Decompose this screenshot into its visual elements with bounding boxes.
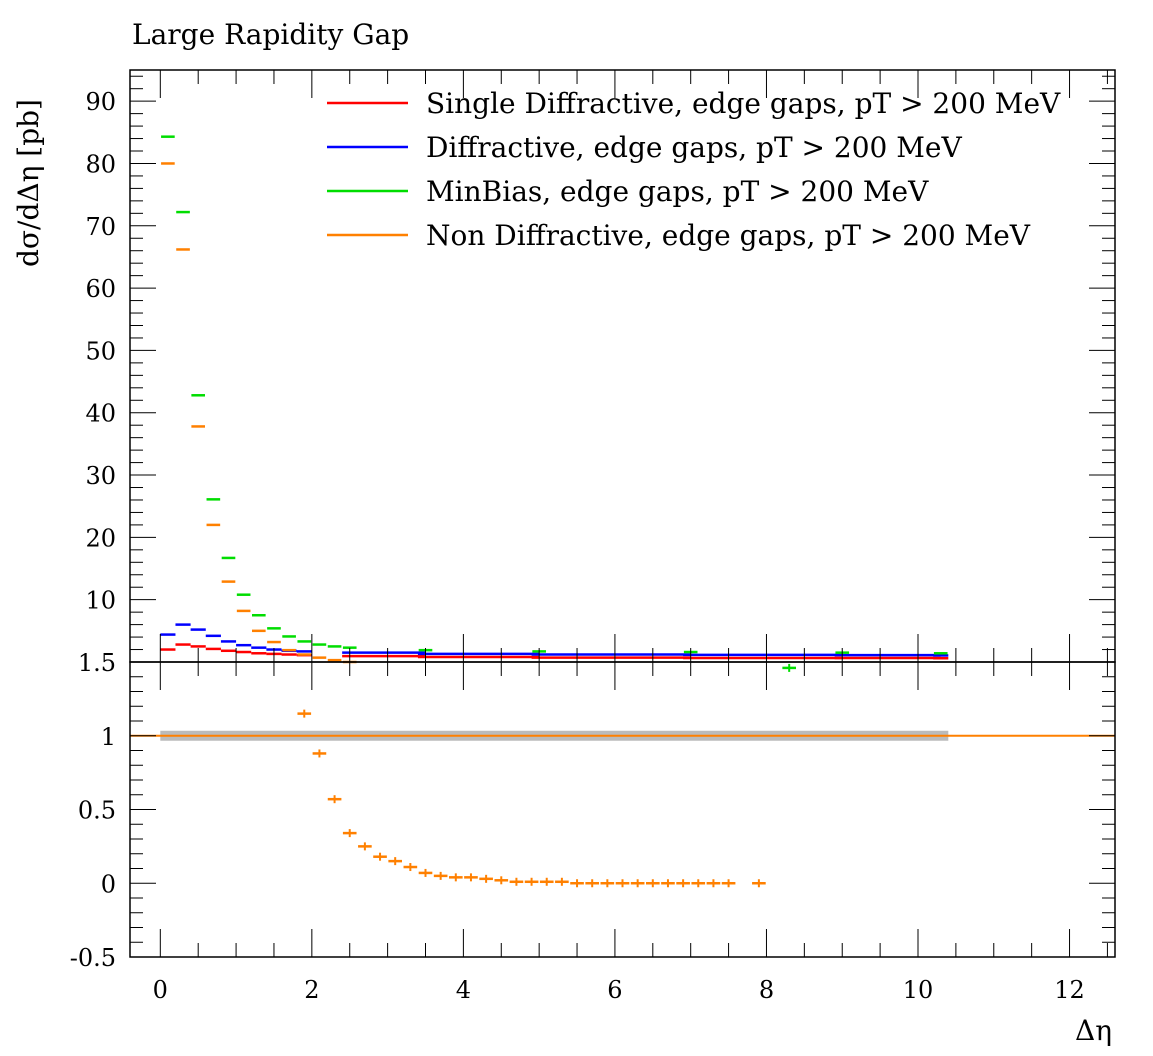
legend-label-1: Diffractive, edge gaps, pT > 200 MeV	[426, 131, 962, 164]
ratio-panel-data	[130, 663, 1115, 888]
y-tick-label-ratio: 0.5	[78, 797, 116, 825]
y-tick-label-main: 90	[85, 88, 116, 116]
y-tick-label-main: 30	[85, 462, 116, 490]
x-tick-label: 8	[759, 976, 774, 1004]
y-axis-title: dσ/dΔη [pb]	[12, 99, 45, 267]
chart-title: Large Rapidity Gap	[132, 18, 409, 51]
y-tick-label-main: 60	[85, 275, 116, 303]
x-axis-title: Δη	[1075, 1014, 1112, 1047]
y-tick-label-main: 10	[85, 587, 116, 615]
main-panel-data	[160, 135, 949, 664]
y-tick-label-main: 50	[85, 337, 116, 365]
y-tick-label-main: 70	[85, 213, 116, 241]
legend: Single Diffractive, edge gaps, pT > 200 …	[327, 87, 1061, 252]
axes: 0 2 4 6 8 10 12 10 20 30 40 50 60 70 80 90 -0.5 0 0.5 1 1.5	[70, 69, 1116, 1004]
x-tick-label: 6	[607, 976, 622, 1004]
x-tick-label: 12	[1054, 976, 1085, 1004]
y-tick-label-main: 20	[85, 524, 116, 552]
y-tick-label-ratio: 1	[101, 723, 116, 751]
y-tick-label-main: 80	[85, 150, 116, 178]
ratio-panel-frame	[129, 661, 1116, 958]
y-tick-label-main: 40	[85, 400, 116, 428]
legend-label-0: Single Diffractive, edge gaps, pT > 200 …	[426, 87, 1061, 120]
y-tick-label-ratio: 1.5	[78, 649, 116, 677]
y-tick-label-ratio: -0.5	[70, 944, 116, 972]
y-tick-label-ratio: 0	[101, 870, 116, 898]
x-tick-label: 10	[903, 976, 934, 1004]
legend-label-2: MinBias, edge gaps, pT > 200 MeV	[426, 175, 929, 208]
x-tick-label: 2	[304, 976, 319, 1004]
legend-label-3: Non Diffractive, edge gaps, pT > 200 MeV	[426, 219, 1031, 252]
x-tick-label: 4	[456, 976, 471, 1004]
x-tick-label: 0	[153, 976, 168, 1004]
